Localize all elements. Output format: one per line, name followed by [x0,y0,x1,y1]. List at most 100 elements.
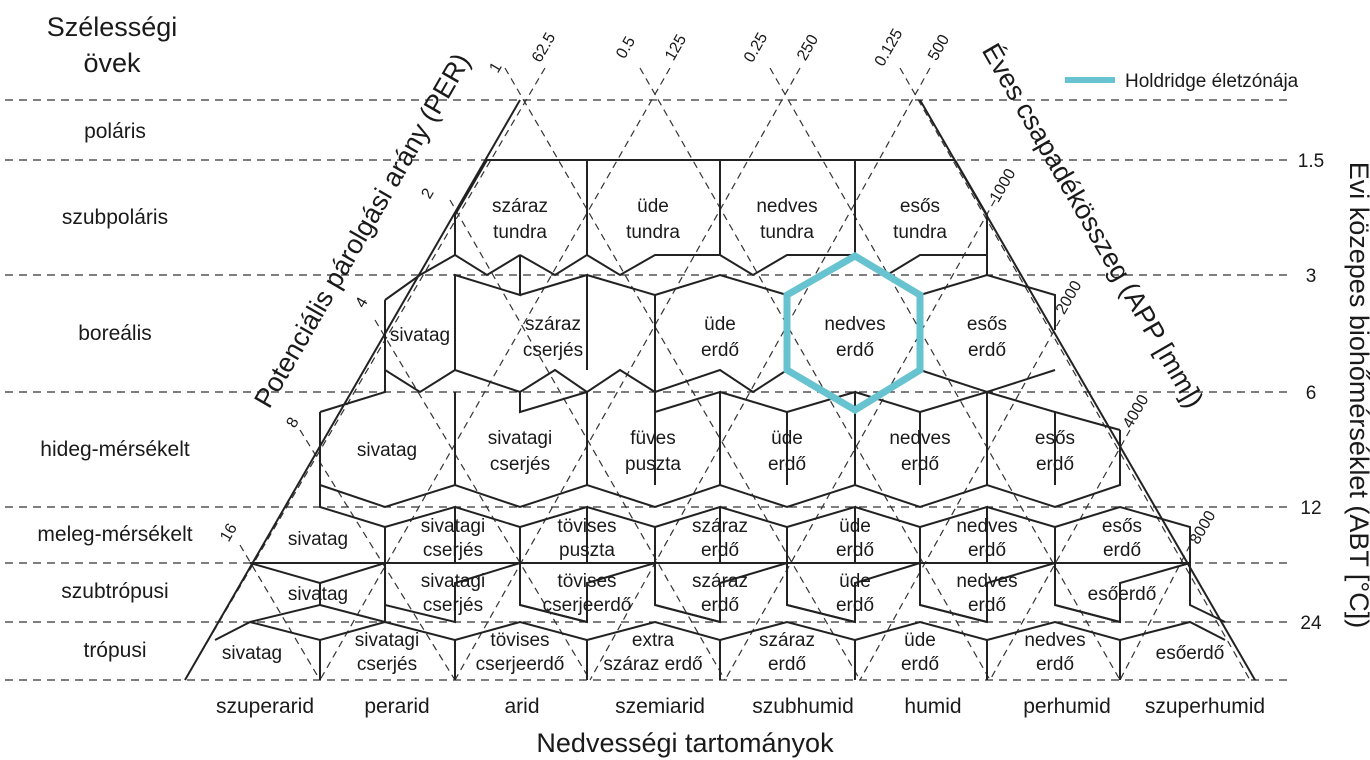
temp-tick: 24 [1300,613,1322,634]
per-tick: 1 [487,60,506,76]
app-axis-title: Éves csapadékösszeg (APP [mm]) [976,38,1210,413]
zone-label: puszta [625,454,681,475]
zone-label: esős [900,196,940,217]
zone-label: száraz [492,196,548,217]
humidity-label: szubhumid [752,695,854,718]
zone-label: üde [904,630,936,651]
zone-label: nedves [1024,630,1085,651]
app-tick: 125 [662,32,690,64]
zone-label: sivatagi [421,516,485,537]
zone-label: erdő [1036,454,1074,475]
zone-label: üde [839,516,871,537]
per-tick: 8 [284,415,303,431]
zone-label: száraz [692,571,748,592]
zone-label: erdő [901,654,939,675]
app-tick: 62.5 [529,30,559,66]
zone-label: száraz [525,314,581,335]
zone-label: sivatagi [421,571,485,592]
humidity-label: szuperarid [216,695,314,718]
zone-label: erdő [836,340,874,361]
zone-label: erdő [968,540,1006,561]
zone-label: üde [704,314,736,335]
app-tick: 1000 [987,166,1020,205]
zone-label: erdő [768,654,806,675]
temp-tick: 1.5 [1298,151,1324,172]
zone-label: erdő [1036,654,1074,675]
zone-label: puszta [559,540,615,561]
app-tick: 8000 [1187,508,1220,547]
zone-label: sivatag [222,643,282,664]
belt-label: szubpoláris [62,206,168,229]
zone-label: esőerdő [1088,584,1157,605]
latitude-belt-labels: poláris szubpoláris boreális hideg-mérsé… [37,120,192,662]
zone-label: cserjeerdő [543,595,632,616]
zone-label: esős [1035,428,1075,449]
zone-label: erdő [1103,540,1141,561]
humidity-axis-title: Nedvességi tartományok [536,728,834,758]
header-line1: Szélességi [47,12,178,42]
app-tick: 500 [925,32,953,64]
per-tick: 2 [419,186,438,202]
zone-label: tundra [493,222,547,243]
humidity-label: perhumid [1023,695,1111,718]
zone-label: nedves [956,571,1017,592]
zone-label: sivatagi [488,428,552,449]
zone-label: sivatag [357,440,417,461]
app-tick: 2000 [1053,278,1086,317]
zone-label: erdő [968,595,1006,616]
hexagon-network [184,99,1256,681]
belt-label: trópusi [83,639,146,662]
zone-label: nedves [824,314,885,335]
belt-label: poláris [84,120,146,143]
app-tick: 250 [794,32,822,64]
temp-tick: 3 [1306,266,1317,287]
zone-label: cserjés [357,654,417,675]
zone-label: sivatag [288,584,348,605]
per-tick-top: 0.5 [613,34,639,62]
highlighted-life-zone [783,251,924,415]
legend-label: Holdridge életzónája [1125,71,1299,92]
zone-label: tundra [760,222,814,243]
zone-label: erdő [901,454,939,475]
humidity-label: szemiarid [615,695,705,718]
per-tick: 4 [353,295,372,311]
belt-label: szubtrópusi [61,580,168,603]
zone-label: száraz erdő [603,654,702,675]
humidity-label: szuperhumid [1145,695,1265,718]
zone-label: cserjés [490,454,550,475]
zone-label: erdő [701,540,739,561]
app-tick: 4000 [1120,392,1153,431]
zone-label: tundra [893,222,947,243]
humidity-label: arid [504,695,539,718]
zone-label: esős [1102,516,1142,537]
header-line2: övek [83,48,141,78]
humidity-label: perarid [364,695,429,718]
temp-tick: 6 [1306,383,1317,404]
zone-label: tövises [557,571,616,592]
zone-label: nedves [956,516,1017,537]
zone-label: tövises [557,516,616,537]
zone-label: nedves [889,428,950,449]
abt-axis-title: Évi közepes biohőmérséklet (ABT [°C]) [1344,162,1370,628]
belt-label: meleg-mérsékelt [37,523,192,546]
per-tick-top: 0.125 [872,26,907,69]
zone-label: cserjeerdő [476,654,565,675]
zone-label: sivatagi [355,630,419,651]
zone-label: sivatag [288,529,348,550]
zone-label: cserjés [423,595,483,616]
temp-tick: 12 [1300,498,1321,519]
zone-label: tövises [490,630,549,651]
zone-label: üde [839,571,871,592]
per-tick: 16 [217,521,241,545]
zone-label: cserjés [423,540,483,561]
zone-label: tundra [626,222,680,243]
zone-label: száraz [692,516,748,537]
zone-label: erdő [836,595,874,616]
zone-label: extra [632,630,675,651]
zone-label: erdő [836,540,874,561]
zone-label: sivatag [390,325,450,346]
zone-label: üde [771,428,803,449]
zone-label: üde [637,196,669,217]
zone-label: száraz [759,630,815,651]
